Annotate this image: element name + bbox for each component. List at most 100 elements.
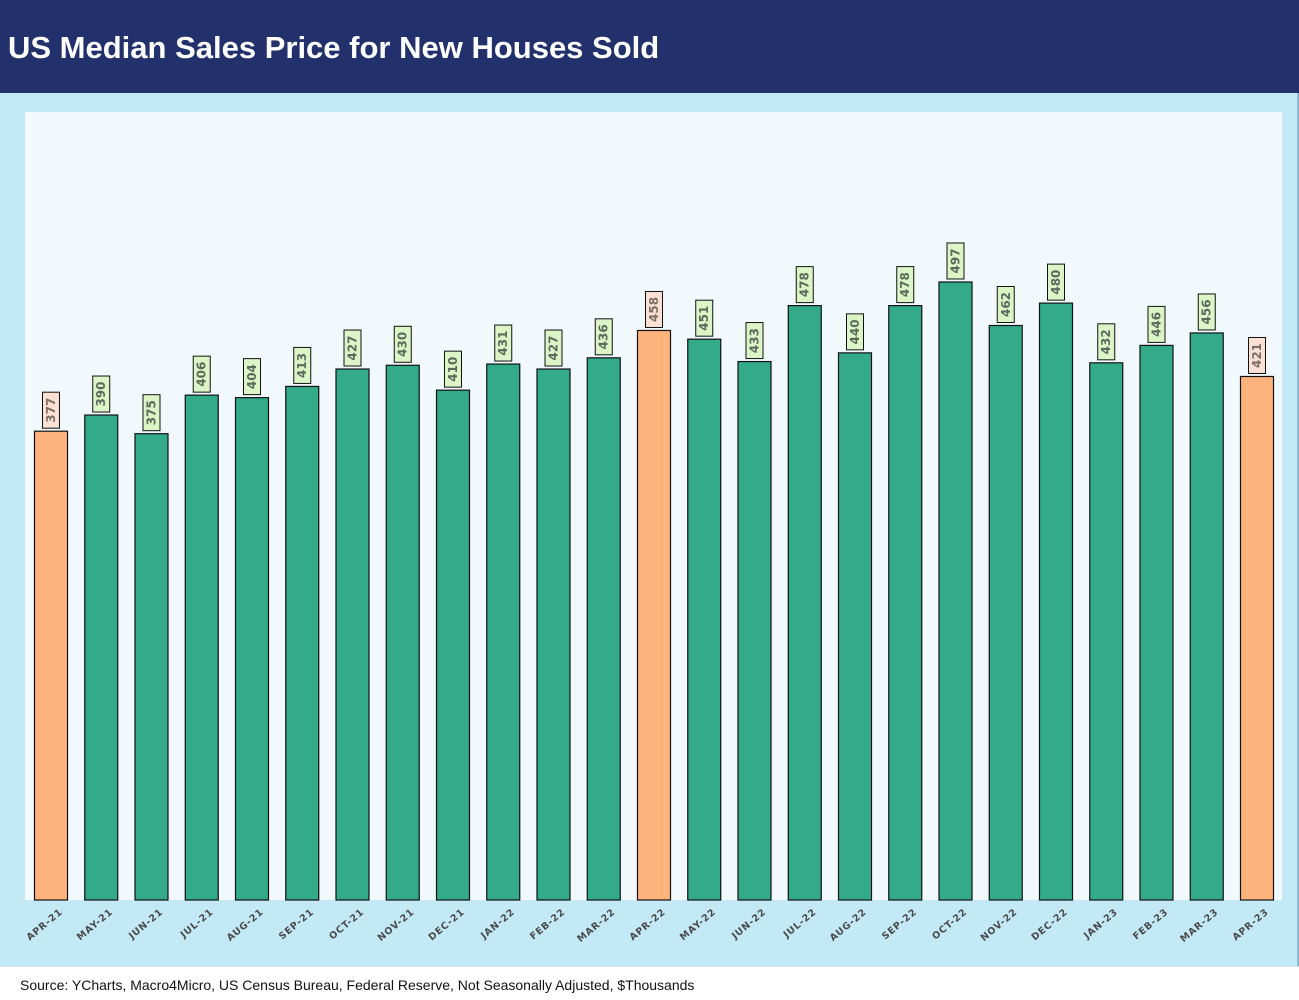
data-label-box-apr-23 [1248, 336, 1266, 374]
data-label-box-jan-22 [494, 324, 513, 362]
bar-dec-22 [1038, 302, 1074, 901]
bar-jul-21 [184, 394, 219, 901]
bar-sep-21 [285, 385, 320, 901]
data-label-feb-23: 446 [1150, 312, 1164, 337]
data-label-aug-21: 404 [245, 364, 259, 389]
x-tick-mar-23: MAR-23 [1178, 907, 1220, 945]
bar-sep-22 [888, 305, 923, 901]
bar-aug-21 [234, 397, 270, 901]
x-tick-oct-22: OCT-22 [930, 907, 969, 942]
x-tick-apr-23: APR-23 [1231, 907, 1271, 943]
source-note: Source: YCharts, Macro4Micro, US Census … [20, 977, 695, 993]
x-tick-feb-23: FEB-23 [1131, 907, 1170, 943]
data-label-aug-22: 440 [848, 319, 862, 344]
data-label-box-apr-22 [645, 290, 663, 328]
x-tick-oct-21: OCT-21 [327, 907, 366, 942]
x-tick-jan-22: JAN-22 [478, 907, 517, 942]
data-label-box-nov-22 [996, 286, 1015, 323]
footer: Source: YCharts, Macro4Micro, US Census … [0, 966, 1299, 1000]
data-label-box-jun-22 [745, 322, 764, 360]
data-label-box-aug-22 [846, 313, 864, 351]
bar-may-22 [687, 338, 722, 901]
x-tick-may-22: MAY-22 [678, 907, 718, 943]
data-label-jul-21: 406 [195, 362, 209, 387]
data-label-apr-21: 377 [44, 398, 58, 423]
x-tick-jun-21: JUN-21 [126, 907, 165, 943]
x-tick-aug-22: AUG-22 [828, 907, 869, 944]
x-axis-tick-labels: APR-21 MAY-21 JUN-21 JUL-21 AUG-21 SEP-21 OCT-… [25, 907, 1271, 945]
data-label-box-jul-21 [192, 355, 211, 393]
x-tick-sep-22: SEP-22 [880, 907, 919, 942]
data-label-feb-22: 427 [547, 335, 561, 360]
bar-apr-23 [1239, 375, 1275, 901]
bar-oct-21 [335, 368, 370, 901]
bar-dec-21 [435, 389, 471, 901]
x-tick-mar-22: MAR-22 [575, 907, 617, 945]
bar-may-21 [84, 414, 119, 901]
data-label-box-mar-22 [594, 318, 613, 356]
bar-feb-23 [1139, 344, 1174, 901]
x-tick-nov-22: NOV-22 [979, 907, 1020, 944]
bar-nov-21 [385, 364, 420, 901]
data-label-sep-22: 478 [898, 272, 912, 297]
bar-jan-22 [486, 363, 521, 901]
data-label-jul-22: 478 [798, 272, 812, 297]
data-label-dec-21: 410 [446, 357, 460, 382]
data-label-oct-22: 497 [949, 248, 963, 273]
x-tick-feb-22: FEB-22 [528, 907, 567, 943]
x-tick-jul-22: JUL-22 [781, 907, 819, 941]
bars-layer [33, 281, 1275, 901]
x-tick-dec-22: DEC-22 [1030, 907, 1070, 943]
data-label-may-21: 390 [94, 381, 108, 406]
data-label-box-jan-23 [1097, 323, 1116, 361]
bar-oct-22 [938, 281, 973, 901]
bar-jun-22 [737, 360, 772, 901]
bar-nov-22 [988, 324, 1023, 901]
x-tick-apr-22: APR-22 [628, 907, 668, 943]
x-tick-apr-21: APR-21 [25, 907, 65, 943]
bar-chart: 377 390 375 406 404 413 427 430 410 431 427 436 458 4… [25, 242, 1275, 945]
chart-title: US Median Sales Price for New Houses Sol… [8, 30, 660, 65]
data-label-box-oct-22 [946, 242, 965, 280]
x-tick-jul-21: JUL-21 [178, 907, 216, 941]
x-tick-aug-21: AUG-21 [225, 907, 266, 944]
x-tick-jun-22: JUN-22 [729, 907, 768, 943]
data-label-box-apr-21 [42, 391, 60, 429]
data-label-box-may-22 [695, 299, 714, 337]
data-label-may-22: 451 [697, 306, 711, 331]
x-tick-nov-21: NOV-21 [376, 907, 417, 944]
bar-apr-21 [33, 430, 69, 901]
bar-jul-22 [787, 305, 822, 901]
data-label-nov-21: 430 [396, 332, 410, 357]
bar-feb-22 [536, 368, 571, 901]
data-label-nov-22: 462 [999, 292, 1013, 317]
data-label-dec-22: 480 [1049, 270, 1063, 295]
bar-jan-23 [1089, 362, 1124, 901]
data-label-mar-22: 436 [597, 324, 611, 349]
data-label-box-sep-21 [293, 346, 312, 384]
data-label-box-dec-21 [444, 350, 462, 388]
x-tick-dec-21: DEC-21 [427, 907, 467, 943]
x-tick-may-21: MAY-21 [75, 907, 115, 943]
bar-mar-23 [1189, 332, 1224, 901]
data-label-box-nov-21 [393, 325, 412, 363]
x-tick-jan-23: JAN-23 [1081, 907, 1120, 942]
data-label-box-mar-23 [1197, 293, 1216, 331]
data-label-box-may-21 [92, 375, 111, 413]
data-label-mar-23: 456 [1200, 299, 1214, 324]
data-label-box-aug-21 [243, 358, 261, 396]
data-label-jan-22: 431 [496, 331, 510, 356]
bar-apr-22 [636, 329, 672, 901]
data-label-jun-22: 433 [748, 328, 762, 353]
data-label-apr-23: 421 [1250, 343, 1264, 368]
data-label-sep-21: 413 [295, 353, 309, 378]
value-labels-layer: 377 390 375 406 404 413 427 430 410 431 427 436 458 4… [42, 242, 1266, 432]
bar-mar-22 [586, 357, 621, 901]
data-label-box-jul-22 [795, 266, 814, 304]
data-label-box-dec-22 [1047, 263, 1065, 301]
bar-aug-22 [837, 352, 873, 901]
data-label-box-jun-21 [142, 394, 161, 432]
bar-jun-21 [134, 433, 169, 901]
data-label-oct-21: 427 [346, 335, 360, 360]
frame-edge [1297, 93, 1299, 966]
